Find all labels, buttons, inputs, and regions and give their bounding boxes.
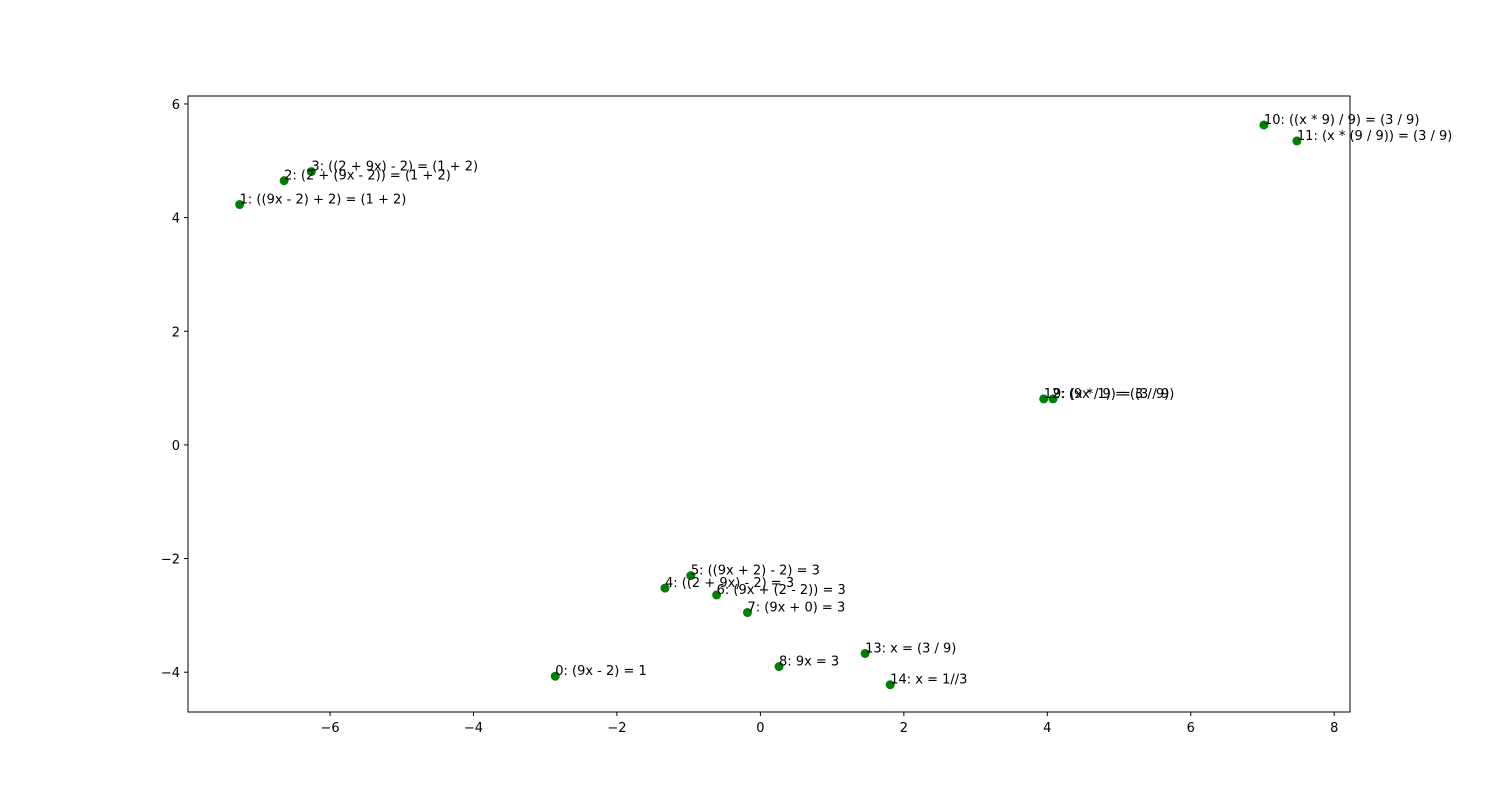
- point-label: 1: ((9x - 2) + 2) = (1 + 2): [240, 193, 407, 208]
- x-tick-label: −4: [464, 721, 483, 736]
- point-label: 11: (x * (9 / 9)) = (3 / 9): [1297, 129, 1452, 144]
- data-point: [306, 167, 316, 177]
- y-tick-label: 0: [172, 439, 180, 454]
- x-tick-label: 0: [756, 721, 764, 736]
- plot-area: [187, 95, 1351, 713]
- x-tick-label: 4: [1043, 721, 1051, 736]
- data-point: [1259, 120, 1269, 130]
- x-tick-label: −6: [320, 721, 339, 736]
- y-tick-label: 4: [172, 212, 180, 227]
- x-tick-label: 2: [900, 721, 908, 736]
- point-label: 13: x = (3 / 9): [865, 641, 956, 656]
- data-point: [686, 571, 696, 581]
- y-axis-ticks: −4 −2 0 2 4 6: [161, 98, 188, 681]
- point-label: 3: ((2 + 9x) - 2) = (1 + 2): [311, 160, 478, 175]
- x-axis-ticks: −6 −4 −2 0 2 4 6 8: [320, 712, 1338, 736]
- data-point: [712, 590, 722, 600]
- data-point: [660, 583, 670, 593]
- point-label: 10: ((x * 9) / 9) = (3 / 9): [1264, 113, 1419, 128]
- point-label: 8: 9x = 3: [779, 655, 839, 670]
- point-label: 7: (9x + 0) = 3: [747, 601, 845, 616]
- point-label: 4: ((2 + 9x) - 2) = 3: [665, 576, 794, 591]
- data-point: [279, 176, 289, 186]
- data-point: [742, 608, 752, 618]
- point-label: 0: (9x - 2) = 1: [555, 664, 647, 679]
- y-tick-label: −2: [161, 553, 180, 568]
- y-tick-label: 6: [172, 98, 180, 113]
- point-labels: 0: (9x - 2) = 1 1: ((9x - 2) + 2) = (1 + …: [240, 113, 1453, 688]
- x-tick-label: 6: [1187, 721, 1195, 736]
- data-point: [1292, 136, 1302, 146]
- data-points: [235, 120, 1302, 690]
- data-point: [550, 671, 560, 681]
- data-point: [1039, 394, 1049, 404]
- data-point: [774, 662, 784, 672]
- point-label: 14: x = 1//3: [890, 673, 967, 688]
- x-tick-label: −2: [607, 721, 626, 736]
- x-tick-label: 8: [1330, 721, 1338, 736]
- point-label: 2: (2 + (9x - 2)) = (1 + 2): [284, 169, 451, 184]
- point-label: 9: (x * 1) = (3 / 9): [1053, 387, 1169, 402]
- y-tick-label: −4: [161, 666, 180, 681]
- point-label: 5: ((9x + 2) - 2) = 3: [691, 564, 820, 579]
- y-tick-label: 2: [172, 325, 180, 340]
- data-point: [1048, 394, 1058, 404]
- data-point: [235, 200, 245, 210]
- point-label: 6: (9x + (2 - 2)) = 3: [717, 583, 846, 598]
- point-label: 12: (9x / 9) = (3 / 9): [1044, 387, 1175, 402]
- data-point: [885, 680, 895, 690]
- data-point: [860, 648, 870, 658]
